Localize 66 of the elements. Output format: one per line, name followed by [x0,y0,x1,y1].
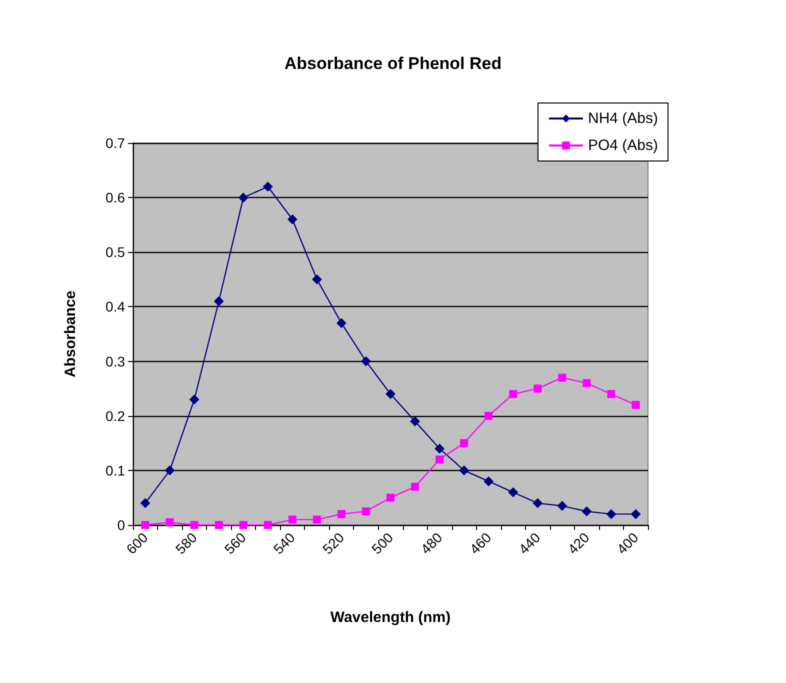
y-tick-label: 0.3 [106,353,126,370]
y-tick-label: 0.5 [106,244,126,260]
point [189,394,200,404]
y-tick-label: 0.2 [106,408,126,424]
point [336,318,346,328]
y-tick-label: 0 [117,517,126,533]
point [190,521,198,529]
point [509,390,518,398]
point [360,356,371,366]
point [362,507,370,516]
x-tick-label: 500 [368,529,396,558]
point [214,521,223,529]
y-tick-label: 0.1 [106,462,126,478]
point [264,521,272,529]
y-axis-title: Absorbance [62,290,79,378]
x-tick-label: 460 [466,529,494,558]
point [386,389,396,400]
x-tick-label: 580 [172,529,200,558]
x-tick-label: 440 [515,529,544,558]
y-tick-label: 0.6 [106,190,126,206]
point [312,274,322,284]
point [484,412,493,420]
chart-title: Absorbance of Phenol Red [284,54,502,73]
point [606,509,616,520]
point [288,516,296,524]
point [239,521,248,529]
point [386,494,394,502]
point [534,384,542,393]
point [582,506,592,516]
point [141,521,150,529]
point [436,456,444,464]
point [312,516,321,524]
point [558,374,566,382]
legend-label: PO4 (Abs) [588,137,658,154]
point [262,182,273,192]
y-tick-label: 0.7 [106,135,126,151]
x-axis-title: Wavelength (nm) [330,609,451,626]
x-tick-label: 480 [417,529,446,558]
x-tick-label: 420 [564,529,592,558]
x-tick-label: 540 [270,529,298,558]
x-tick-label: 560 [221,529,250,558]
point [582,379,591,388]
point [508,487,518,498]
point [532,498,543,508]
point [434,444,445,454]
point [238,192,248,203]
x-tick-label: 520 [319,529,348,558]
point [557,500,568,511]
point [459,465,470,476]
point [484,476,494,486]
point [607,390,616,398]
x-tick-label: 600 [123,529,152,558]
point [460,439,468,448]
point [337,510,346,518]
legend-label: NH4 (Abs) [588,110,658,127]
y-tick-label: 0.4 [106,298,126,315]
x-tick-label: 400 [614,529,642,558]
point [287,214,298,224]
point [632,400,640,409]
point [166,518,174,526]
point [214,296,224,306]
point [140,498,150,508]
point [411,482,420,491]
point [164,465,175,476]
point [410,416,420,426]
point [630,509,641,520]
